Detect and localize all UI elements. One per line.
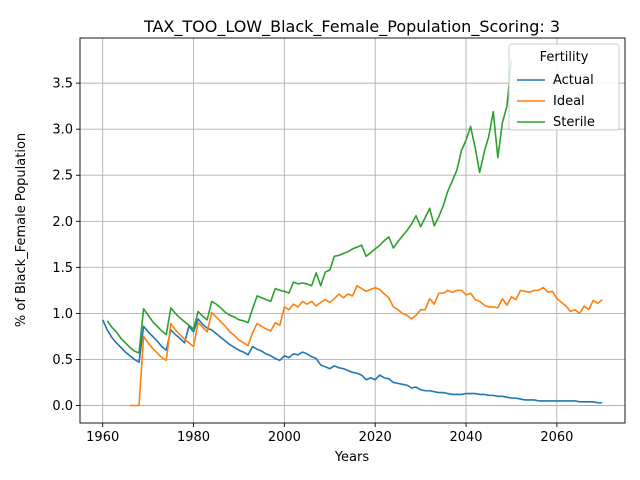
x-tick-label: 2060 [540,430,573,445]
legend: Fertility Actual Ideal Sterile [508,43,620,131]
y-tick-label: 2.5 [52,169,73,184]
x-axis-ticks: 1960 1980 2000 2020 2040 2060 [86,423,573,445]
y-tick-label: 3.0 [52,123,73,138]
y-tick-label: 0.5 [52,353,73,368]
chart-title: TAX_TOO_LOW_Black_Female_Population_Scor… [143,17,560,37]
x-tick-label: 1980 [177,430,210,445]
legend-label-actual: Actual [553,73,594,88]
x-tick-label: 2000 [268,430,301,445]
series-line-ideal [129,284,603,407]
legend-box [508,43,620,131]
series-line-sterile [106,60,513,354]
y-tick-label: 2.0 [52,215,73,230]
legend-label-sterile: Sterile [553,115,595,130]
x-tick-label: 2020 [359,430,392,445]
plot-frame [79,37,626,424]
x-axis-title: Years [334,450,370,465]
legend-label-ideal: Ideal [553,94,585,109]
grid-lines [80,38,625,423]
series-lines [101,60,603,407]
y-axis-title: % of Black_Female Population [14,133,29,327]
y-tick-label: 1.0 [52,307,73,322]
y-tick-label: 1.5 [52,261,73,276]
x-tick-label: 2040 [449,430,482,445]
legend-title: Fertility [540,50,589,65]
series-line-actual [101,318,603,404]
y-axis-ticks: 0.0 0.5 1.0 1.5 2.0 2.5 3.0 3.5 [52,77,80,414]
y-tick-label: 3.5 [52,77,73,92]
y-tick-label: 0.0 [52,399,73,414]
x-tick-label: 1960 [86,430,119,445]
